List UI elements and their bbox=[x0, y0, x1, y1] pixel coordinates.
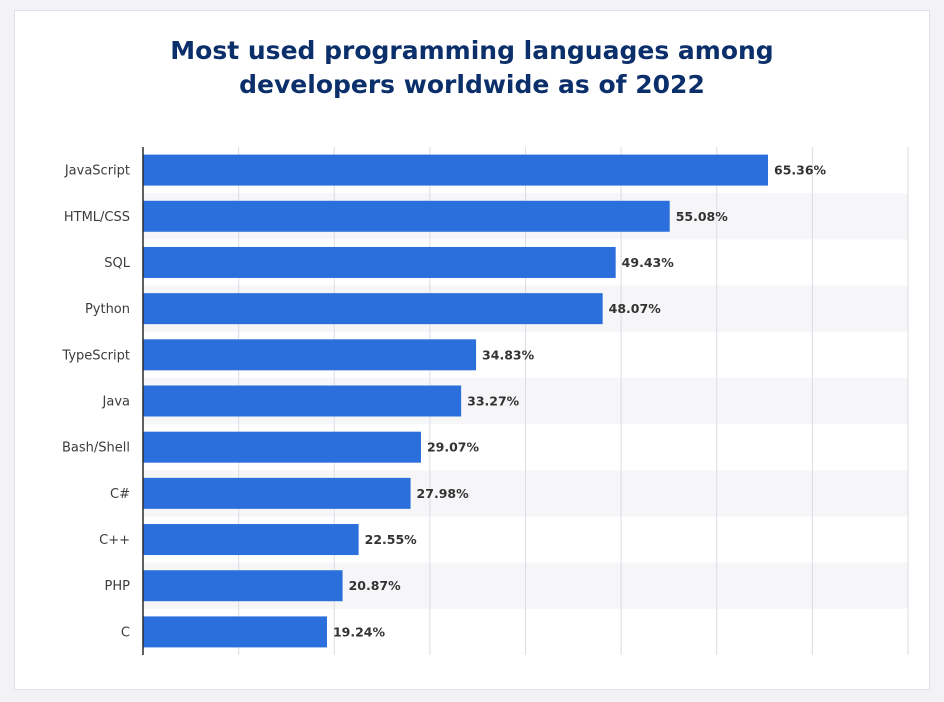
value-label: 65.36% bbox=[774, 163, 827, 178]
value-label: 22.55% bbox=[365, 532, 418, 547]
value-label: 19.24% bbox=[333, 624, 386, 639]
chart-title-line-2: developers worldwide as of 2022 bbox=[239, 70, 705, 99]
category-label: C++ bbox=[99, 533, 130, 548]
category-label: Python bbox=[85, 302, 130, 317]
bar-html-css bbox=[143, 200, 670, 232]
bar-sql bbox=[143, 246, 616, 278]
bar-python bbox=[143, 293, 603, 325]
value-label: 27.98% bbox=[417, 486, 470, 501]
bar-c bbox=[143, 616, 327, 648]
category-label: HTML/CSS bbox=[64, 210, 130, 225]
value-label: 34.83% bbox=[482, 347, 535, 362]
value-label: 49.43% bbox=[622, 255, 675, 270]
value-label: 20.87% bbox=[349, 578, 402, 593]
category-label: Java bbox=[102, 395, 130, 410]
category-label: TypeScript bbox=[61, 348, 130, 363]
bar-c- bbox=[143, 524, 359, 556]
bar-javascript bbox=[143, 154, 769, 186]
category-label: SQL bbox=[104, 256, 130, 271]
category-label: Bash/Shell bbox=[62, 441, 130, 456]
value-label: 33.27% bbox=[467, 394, 520, 409]
value-label: 29.07% bbox=[427, 440, 480, 455]
bar-php bbox=[143, 570, 343, 602]
category-label: C# bbox=[110, 487, 130, 502]
value-label: 48.07% bbox=[609, 301, 662, 316]
chart-title: Most used programming languages among de… bbox=[0, 34, 944, 102]
value-label: 55.08% bbox=[676, 209, 729, 224]
category-label: JavaScript bbox=[64, 164, 130, 179]
chart-title-line-1: Most used programming languages among bbox=[170, 36, 774, 65]
bar-bash-shell bbox=[143, 431, 421, 463]
bar-java bbox=[143, 385, 462, 417]
category-label: PHP bbox=[105, 579, 131, 594]
bar-c- bbox=[143, 477, 411, 509]
category-label: C bbox=[121, 625, 130, 640]
bar-typescript bbox=[143, 339, 477, 371]
